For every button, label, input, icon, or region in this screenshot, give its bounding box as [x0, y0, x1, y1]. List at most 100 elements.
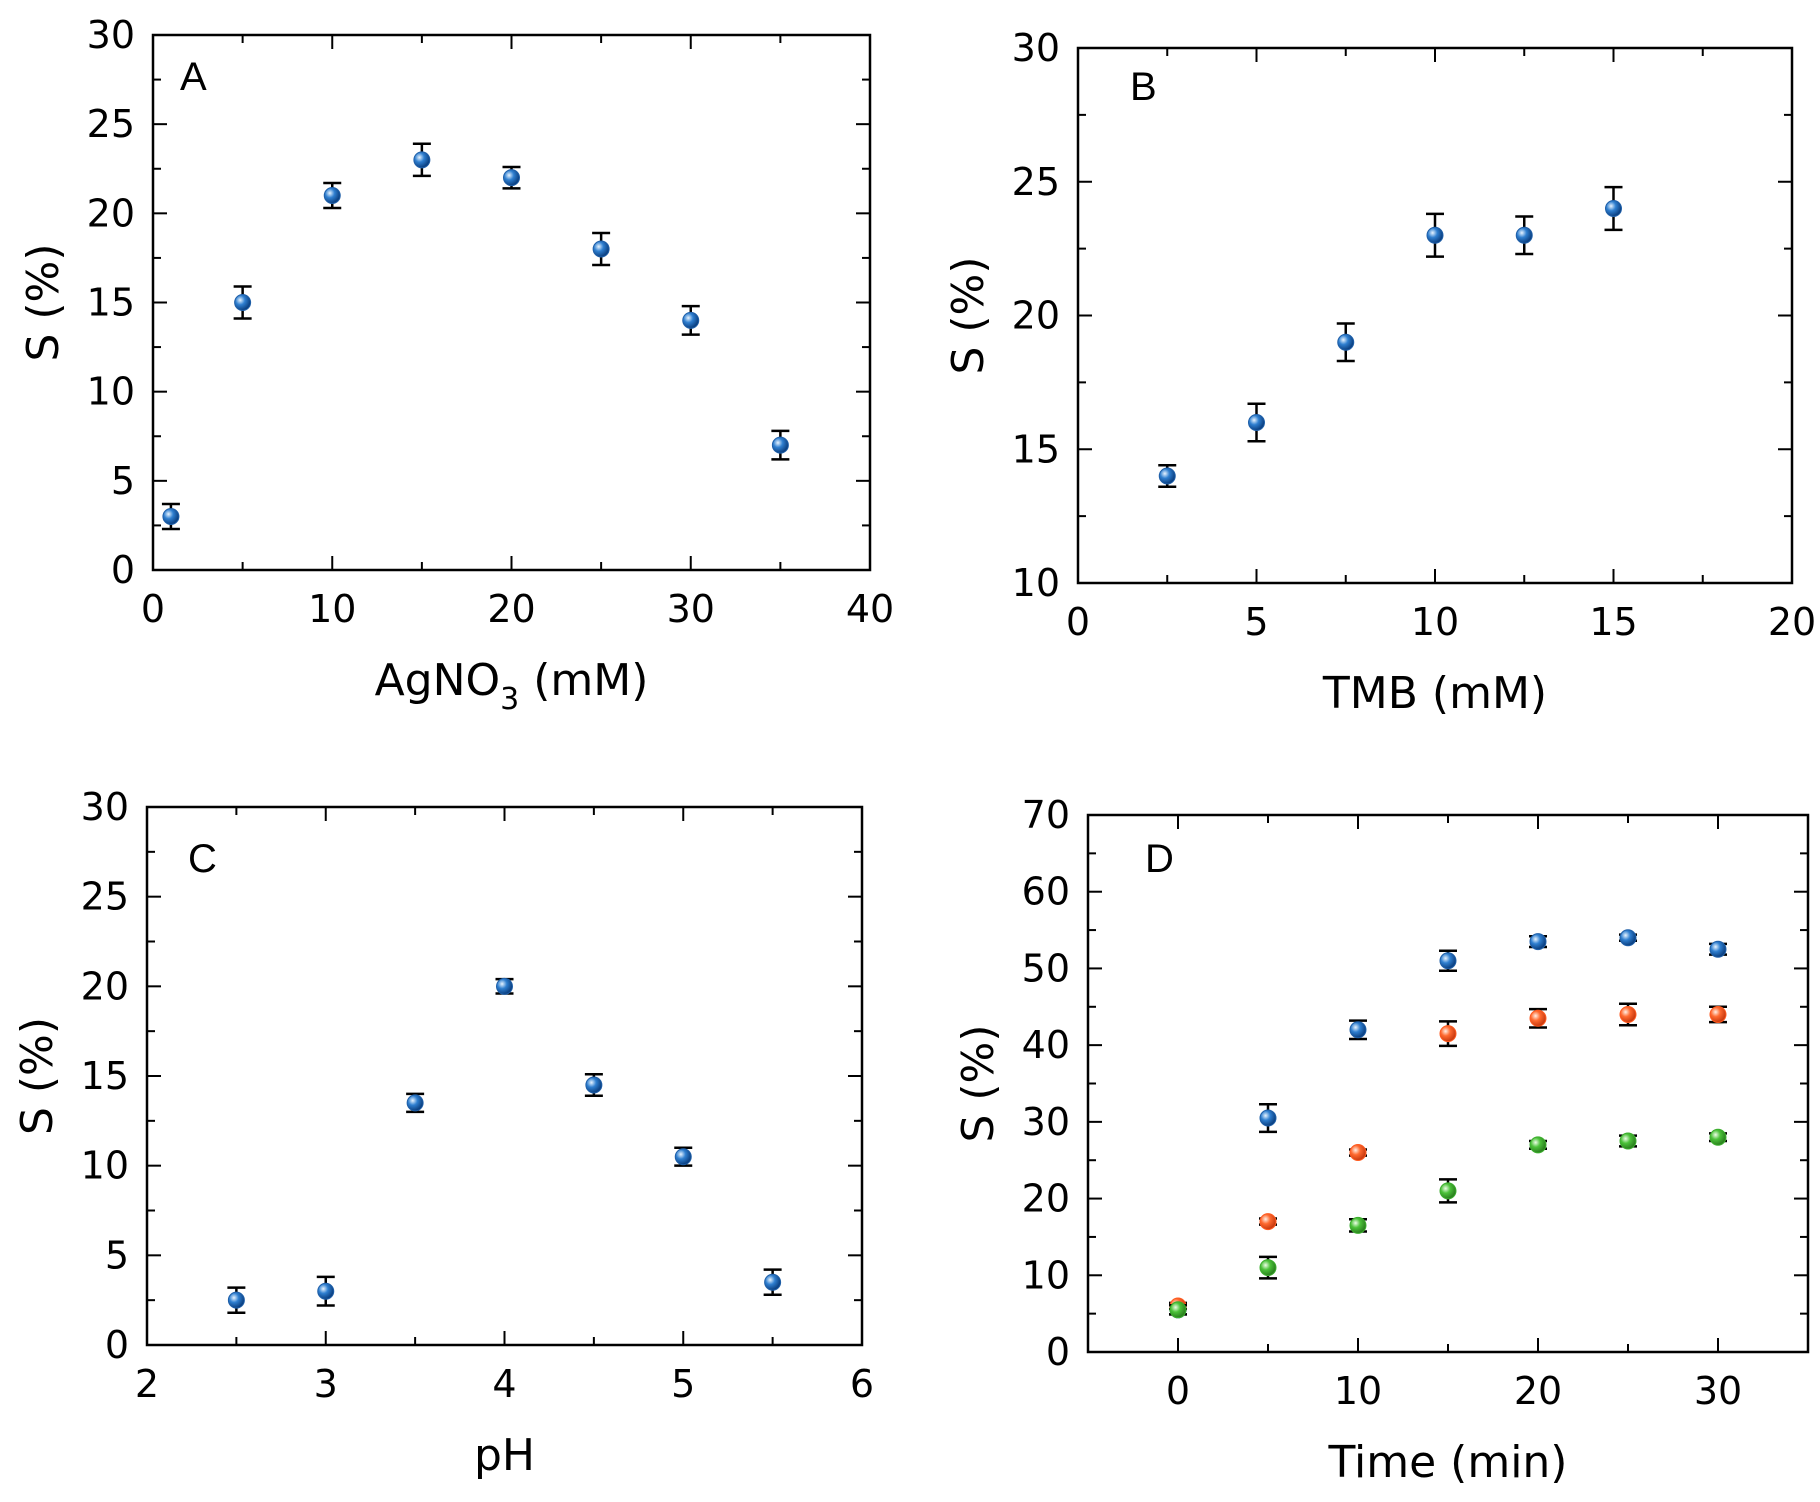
x-tick-label-c: 3 [314, 1362, 338, 1406]
y-tick-label-a: 10 [87, 370, 135, 414]
panel-label-a: A [180, 55, 207, 99]
data-point-c-S [406, 1094, 424, 1112]
data-point-d-blue [1439, 952, 1457, 970]
x-axis-label-c: pH [474, 1430, 535, 1481]
y-axis-label-b: S (%) [943, 256, 994, 374]
data-point-d-orange [1529, 1009, 1547, 1027]
data-point-a-S [234, 294, 252, 311]
data-point-b-S [1337, 333, 1355, 351]
y-tick-label-b: 25 [1012, 160, 1060, 204]
plot-frame-a [151, 33, 872, 572]
panel-label-b: B [1130, 65, 1157, 109]
x-axis-label-a: AgNO3 (mM) [375, 655, 649, 717]
x-tick-label-b: 10 [1411, 600, 1459, 644]
data-point-d-green [1259, 1259, 1277, 1277]
y-axis-label-a: S (%) [18, 243, 69, 361]
y-tick-label-d: 10 [1022, 1253, 1070, 1297]
data-point-d-blue [1619, 929, 1637, 947]
data-point-c-S [764, 1273, 782, 1291]
data-point-b-S [1158, 467, 1176, 485]
x-tick-label-c: 4 [492, 1362, 516, 1406]
data-point-a-S [682, 311, 700, 329]
chart-panel-c: 2 3 4 5 6 0 5 10 15 20 25 30 pH S (%) C [12, 785, 874, 1481]
data-point-c-S [585, 1076, 603, 1094]
y-tick-label-b: 15 [1012, 427, 1060, 471]
data-point-c-S [317, 1282, 335, 1300]
x-tick-label-a: 10 [308, 587, 356, 631]
y-tick-label-c: 25 [81, 875, 129, 919]
plot-frame-b [1076, 46, 1794, 585]
data-point-a-S [503, 169, 520, 187]
y-tick-label-c: 30 [81, 785, 129, 829]
data-point-d-green [1529, 1136, 1547, 1154]
x-tick-label-c: 2 [135, 1362, 159, 1406]
data-point-d-green [1169, 1301, 1187, 1319]
data-point-d-blue [1349, 1021, 1367, 1039]
data-point-c-S [674, 1148, 692, 1166]
data-point-d-orange [1349, 1144, 1367, 1162]
y-tick-label-c: 15 [81, 1054, 129, 1098]
y-tick-label-b: 10 [1012, 561, 1060, 605]
y-tick-label-a: 15 [87, 281, 135, 325]
data-point-d-orange [1439, 1025, 1457, 1043]
y-axis-label-d: S (%) [953, 1024, 1004, 1142]
data-point-d-orange [1259, 1213, 1277, 1231]
y-axis-label-c: S (%) [12, 1017, 63, 1135]
y-tick-label-d: 40 [1022, 1023, 1070, 1067]
x-tick-label-d: 0 [1166, 1369, 1190, 1413]
x-axis-label-b: TMB (mM) [1322, 668, 1547, 719]
data-point-d-orange [1619, 1005, 1637, 1023]
y-tick-label-c: 0 [105, 1323, 129, 1367]
data-point-c-S [227, 1291, 245, 1309]
x-tick-label-c: 5 [671, 1362, 695, 1406]
data-point-a-S [592, 240, 610, 258]
x-tick-label-b: 0 [1066, 600, 1090, 644]
data-point-d-blue [1709, 940, 1727, 958]
y-tick-label-a: 5 [111, 459, 135, 503]
panel-label-c: C [188, 837, 217, 881]
x-tick-label-c: 6 [850, 1362, 874, 1406]
panel-label-d: D [1145, 837, 1174, 881]
x-tick-label-b: 5 [1244, 600, 1268, 644]
y-tick-label-a: 25 [87, 102, 135, 146]
y-tick-label-b: 20 [1012, 294, 1060, 338]
data-point-d-blue [1259, 1109, 1277, 1127]
y-tick-label-d: 20 [1022, 1177, 1070, 1221]
y-tick-label-b: 30 [1012, 26, 1060, 70]
data-point-d-orange [1709, 1005, 1727, 1023]
chart-panel-d: 0 10 20 30 0 10 20 30 40 50 60 70 Time (min) S (%) D [953, 793, 1810, 1488]
x-tick-label-a: 40 [846, 587, 894, 631]
data-point-b-S [1426, 226, 1444, 244]
x-tick-label-b: 20 [1768, 600, 1816, 644]
data-point-d-green [1619, 1132, 1637, 1150]
x-tick-label-d: 10 [1334, 1369, 1382, 1413]
data-point-b-S [1248, 414, 1265, 431]
y-tick-label-a: 20 [87, 191, 135, 235]
plot-frame-d [1086, 813, 1810, 1354]
x-tick-label-d: 30 [1694, 1369, 1742, 1413]
x-tick-label-d: 20 [1514, 1369, 1562, 1413]
x-axis-label-d: Time (min) [1328, 1437, 1568, 1488]
x-tick-label-b: 15 [1589, 600, 1637, 644]
data-point-a-S [771, 436, 789, 454]
data-point-d-green [1709, 1128, 1727, 1146]
data-point-a-S [162, 508, 180, 525]
data-point-b-S [1605, 200, 1622, 217]
y-tick-label-a: 30 [87, 13, 135, 57]
data-point-a-S [413, 151, 431, 169]
y-tick-label-a: 0 [111, 548, 135, 592]
data-point-d-blue [1529, 933, 1547, 951]
x-tick-label-a: 0 [141, 587, 165, 631]
y-tick-label-c: 20 [81, 964, 129, 1008]
data-point-a-S [323, 187, 341, 204]
data-point-c-S [496, 977, 513, 995]
data-point-b-S [1515, 226, 1533, 244]
data-point-d-green [1439, 1182, 1457, 1200]
y-tick-label-c: 5 [105, 1233, 129, 1277]
chart-panel-b: 0 5 10 15 20 10 15 20 25 30 TMB (mM) S (%) B [943, 26, 1816, 719]
chart-panel-a: 0 10 20 30 40 0 5 10 15 20 25 30 AgNO3 (mM) S (%) A [18, 13, 894, 717]
y-tick-label-d: 70 [1022, 793, 1070, 837]
y-tick-label-d: 50 [1022, 946, 1070, 990]
x-tick-label-a: 20 [487, 587, 535, 631]
